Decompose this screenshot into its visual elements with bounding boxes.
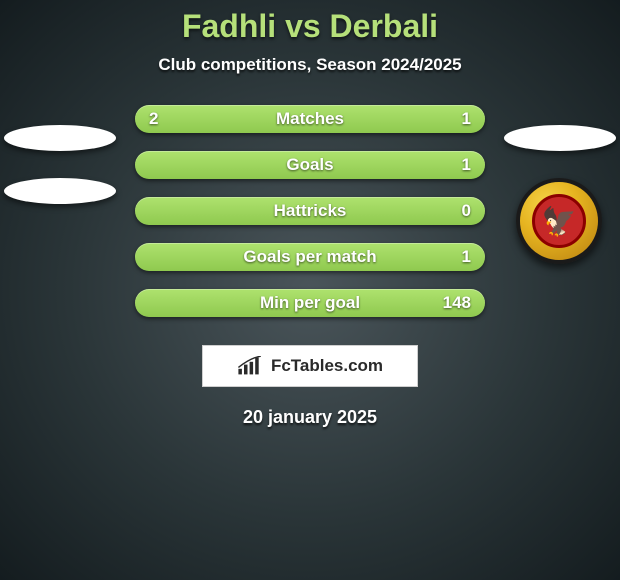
stat-row: Goals 1 [135,151,485,179]
stat-label: Hattricks [135,201,485,221]
site-logo-text: FcTables.com [271,356,383,376]
stat-label: Matches [135,109,485,129]
page-title: Fadhli vs Derbali [0,8,620,45]
stat-label: Goals [135,155,485,175]
player-left-placeholder-1 [4,125,116,151]
stat-row: Goals per match 1 [135,243,485,271]
stat-row: Hattricks 0 [135,197,485,225]
stat-right-value: 0 [443,201,471,221]
player-right-placeholder [504,125,616,151]
eagle-icon: 🦅 [542,205,577,238]
stat-right-value: 148 [443,293,471,313]
stat-label: Min per goal [135,293,485,313]
bars-icon [237,356,265,376]
club-badge-inner: 🦅 [532,194,586,248]
content-container: Fadhli vs Derbali Club competitions, Sea… [0,0,620,580]
club-badge: 🦅 [516,178,602,264]
date-text: 20 january 2025 [0,407,620,428]
stat-row: 2 Matches 1 [135,105,485,133]
stat-right-value: 1 [443,247,471,267]
player-left-placeholder-2 [4,178,116,204]
stat-right-value: 1 [443,109,471,129]
stat-label: Goals per match [135,247,485,267]
stats-rows: 2 Matches 1 Goals 1 Hattricks 0 Goals pe… [135,105,485,317]
site-logo-box: FcTables.com [202,345,418,387]
stat-right-value: 1 [443,155,471,175]
subtitle-text: Club competitions, Season 2024/2025 [0,55,620,75]
stat-row: Min per goal 148 [135,289,485,317]
